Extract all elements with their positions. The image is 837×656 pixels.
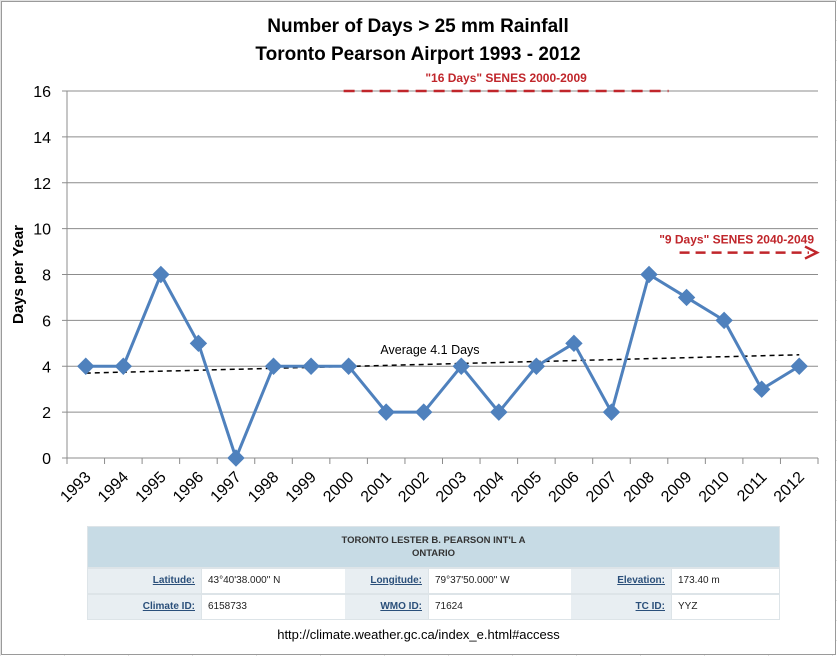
elevation-label[interactable]: Elevation: — [571, 569, 671, 593]
data-point-marker — [490, 403, 508, 421]
source-url[interactable]: http://climate.weather.gc.ca/index_e.htm… — [277, 627, 560, 642]
trendline-label: Average 4.1 Days — [380, 343, 479, 357]
x-tick-label: 2008 — [621, 469, 658, 506]
x-tick-label: 2004 — [470, 469, 507, 506]
reference-label-16-days: "16 Days" SENES 2000-2009 — [425, 71, 587, 85]
x-tick-label: 1994 — [95, 469, 132, 506]
data-point-marker — [565, 334, 583, 353]
tc-id-label[interactable]: TC ID: — [571, 595, 671, 619]
y-tick-label: 2 — [42, 405, 51, 422]
data-point-marker — [415, 403, 433, 421]
x-tick-label: 2002 — [395, 469, 432, 506]
y-tick-label: 12 — [33, 176, 51, 193]
station-info-table: TORONTO LESTER B. PEARSON INT'L A ONTARI… — [87, 526, 780, 620]
x-tick-label: 1999 — [283, 469, 320, 506]
data-point-marker — [677, 288, 696, 307]
station-header: TORONTO LESTER B. PEARSON INT'L A ONTARI… — [88, 527, 779, 567]
data-point-marker — [452, 357, 470, 375]
x-tick-label: 1997 — [208, 469, 245, 506]
x-tick-label: 1993 — [57, 469, 94, 506]
x-tick-label: 2005 — [508, 469, 545, 506]
y-tick-label: 0 — [42, 451, 51, 468]
chart-title-line-1: Number of Days > 25 mm Rainfall — [267, 16, 568, 37]
y-tick-label: 6 — [42, 313, 51, 330]
data-point-marker — [377, 403, 395, 421]
x-tick-label: 1996 — [170, 469, 207, 506]
longitude-label[interactable]: Longitude: — [345, 569, 428, 593]
station-name: TORONTO LESTER B. PEARSON INT'L A — [341, 535, 526, 546]
wmo-id-label[interactable]: WMO ID: — [345, 595, 428, 619]
station-row-2: Climate ID: 6158733 WMO ID: 71624 TC ID:… — [88, 593, 779, 619]
x-tick-label: 2011 — [734, 469, 770, 505]
x-tick-label: 2009 — [658, 469, 695, 506]
chart-title-line-2: Toronto Pearson Airport 1993 - 2012 — [255, 44, 580, 65]
y-tick-label: 8 — [42, 268, 51, 285]
station-province: ONTARIO — [411, 548, 456, 559]
y-axis-title: Days per Year — [10, 225, 27, 324]
data-point-marker — [527, 357, 546, 375]
data-point-marker — [77, 357, 95, 375]
data-point-marker — [189, 334, 208, 353]
x-tick-label: 2012 — [771, 469, 808, 506]
x-tick-label: 2003 — [433, 469, 470, 506]
y-tick-label: 10 — [33, 222, 51, 239]
data-point-marker — [339, 357, 358, 375]
x-tick-label: 2010 — [696, 469, 733, 506]
x-tick-label: 2001 — [358, 469, 395, 506]
data-point-marker — [302, 357, 320, 375]
climate-id-value: 6158733 — [201, 595, 345, 619]
climate-id-label[interactable]: Climate ID: — [88, 595, 201, 619]
reference-label-9-days: "9 Days" SENES 2040-2049 — [659, 233, 814, 247]
data-point-marker — [227, 449, 245, 467]
x-tick-label: 1995 — [133, 469, 170, 506]
x-tick-label: 2007 — [583, 469, 620, 506]
reference-arrow-head — [804, 245, 820, 260]
x-tick-label: 1998 — [245, 469, 282, 506]
data-point-marker — [640, 265, 658, 284]
station-row-1: Latitude: 43°40'38.000" N Longitude: 79°… — [88, 567, 779, 593]
latitude-label[interactable]: Latitude: — [88, 569, 201, 593]
data-point-marker — [715, 311, 733, 330]
y-tick-label: 4 — [42, 359, 51, 376]
data-point-marker — [602, 403, 621, 421]
longitude-value: 79°37'50.000" W — [428, 569, 571, 593]
latitude-value: 43°40'38.000" N — [201, 569, 345, 593]
elevation-value: 173.40 m — [671, 569, 760, 593]
y-tick-label: 16 — [33, 84, 51, 101]
wmo-id-value: 71624 — [428, 595, 571, 619]
tc-id-value: YYZ — [671, 595, 760, 619]
series-line — [85, 273, 801, 460]
x-tick-label: 2006 — [546, 469, 583, 506]
data-point-marker — [790, 357, 808, 375]
y-tick-label: 14 — [33, 130, 51, 147]
data-point-marker — [114, 357, 133, 375]
data-point-marker — [264, 357, 283, 375]
data-point-marker — [152, 265, 170, 284]
line-chart: Number of Days > 25 mm Rainfall Toronto … — [10, 16, 820, 506]
x-tick-label: 2000 — [320, 469, 357, 506]
trendline-average — [85, 354, 800, 374]
data-point-marker — [752, 380, 771, 398]
